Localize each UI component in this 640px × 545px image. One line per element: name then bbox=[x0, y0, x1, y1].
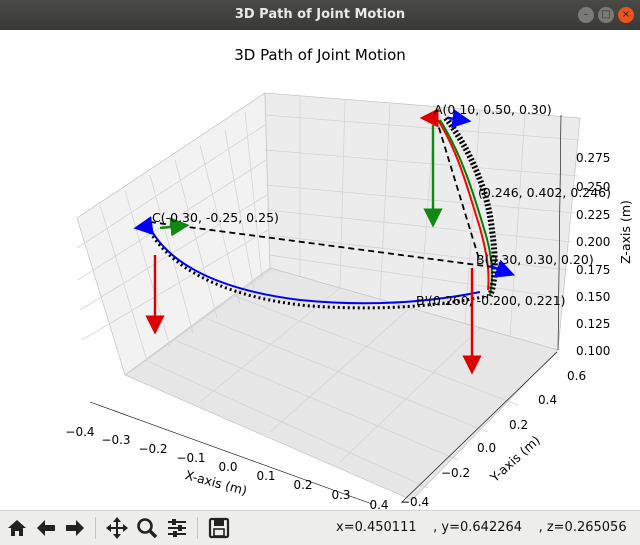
svg-text:0.1: 0.1 bbox=[256, 469, 275, 483]
svg-text:0.0: 0.0 bbox=[477, 441, 496, 455]
svg-text:0.2: 0.2 bbox=[293, 478, 312, 492]
arrow-blue-b bbox=[489, 259, 515, 278]
annotation-bp: B'(0.260, -0.200, 0.221) bbox=[416, 293, 566, 308]
svg-text:−0.3: −0.3 bbox=[101, 433, 130, 447]
plot-title: 3D Path of Joint Motion bbox=[234, 46, 406, 64]
svg-text:0.4: 0.4 bbox=[538, 393, 557, 407]
pan-icon[interactable] bbox=[104, 515, 130, 541]
trajectory-paths bbox=[148, 116, 498, 310]
svg-text:0.175: 0.175 bbox=[576, 263, 610, 277]
window-titlebar: 3D Path of Joint Motion – □ × bbox=[0, 0, 640, 30]
plot-canvas[interactable]: 3D Path of Joint Motion bbox=[0, 30, 640, 512]
z-axis-label: Z-axis (m) bbox=[618, 200, 633, 264]
svg-text:0.225: 0.225 bbox=[576, 208, 610, 222]
home-icon[interactable] bbox=[4, 515, 30, 541]
maximize-icon[interactable]: □ bbox=[598, 7, 614, 23]
svg-text:−0.2: −0.2 bbox=[441, 466, 470, 480]
matplotlib-toolbar: x=0.450111 , y=0.642264 , z=0.265056 bbox=[0, 510, 640, 545]
reference-lines bbox=[149, 117, 501, 269]
arrow-green-c bbox=[159, 217, 190, 237]
svg-text:0.6: 0.6 bbox=[567, 369, 586, 383]
path-red-segment bbox=[435, 116, 490, 291]
annotation-b: B(0.30, 0.30, 0.20) bbox=[476, 252, 594, 267]
y-axis-ticks: −0.4 −0.2 0.0 0.2 0.4 0.6 bbox=[400, 351, 586, 509]
svg-text:0.4: 0.4 bbox=[369, 498, 388, 510]
window-title: 3D Path of Joint Motion bbox=[234, 7, 406, 22]
svg-text:−0.4: −0.4 bbox=[400, 495, 429, 509]
svg-text:0.100: 0.100 bbox=[576, 344, 610, 358]
toolbar-separator bbox=[197, 517, 198, 539]
orientation-arrows bbox=[133, 108, 515, 375]
svg-text:−0.1: −0.1 bbox=[176, 451, 205, 465]
svg-text:0.200: 0.200 bbox=[576, 235, 610, 249]
annotation-a: A(0.10, 0.50, 0.30) bbox=[434, 102, 552, 117]
svg-text:0.2: 0.2 bbox=[509, 418, 528, 432]
path-blue-segment bbox=[149, 227, 481, 305]
arrow-blue-c bbox=[133, 216, 154, 236]
x-axis-label: X-axis (m) bbox=[184, 467, 249, 498]
save-icon[interactable] bbox=[206, 515, 232, 541]
svg-text:−0.4: −0.4 bbox=[65, 425, 94, 439]
annotation-mid: (0.246, 0.402, 0.246) bbox=[478, 185, 611, 200]
zoom-icon[interactable] bbox=[134, 515, 160, 541]
svg-text:0.125: 0.125 bbox=[576, 317, 610, 331]
svg-text:0.0: 0.0 bbox=[218, 460, 237, 474]
coord-z: , z=0.265056 bbox=[538, 520, 627, 535]
toolbar-separator bbox=[95, 517, 96, 539]
path-green-segment bbox=[439, 119, 494, 296]
back-arrow-icon[interactable] bbox=[33, 515, 59, 541]
coord-y: , y=0.642264 bbox=[433, 520, 523, 535]
plot-svg: 3D Path of Joint Motion bbox=[65, 46, 633, 512]
coord-x: x=0.450111 bbox=[336, 520, 417, 535]
close-icon[interactable]: × bbox=[618, 7, 634, 23]
arrow-blue-a bbox=[447, 109, 472, 129]
svg-text:−0.2: −0.2 bbox=[138, 442, 167, 456]
svg-text:0.250: 0.250 bbox=[576, 180, 610, 194]
cursor-coordinates: x=0.450111 , y=0.642264 , z=0.265056 bbox=[336, 520, 627, 535]
svg-text:0.150: 0.150 bbox=[576, 290, 610, 304]
axes-grid bbox=[76, 96, 581, 489]
forward-arrow-icon[interactable] bbox=[62, 515, 88, 541]
svg-text:0.275: 0.275 bbox=[576, 151, 610, 165]
svg-text:0.3: 0.3 bbox=[331, 488, 350, 502]
annotation-c: C(-0.30, -0.25, 0.25) bbox=[152, 210, 279, 225]
minimize-icon[interactable]: – bbox=[578, 7, 594, 23]
path-black-segment bbox=[148, 231, 489, 310]
x-axis-ticks: −0.4 −0.3 −0.2 −0.1 0.0 0.1 0.2 0.3 0.4 bbox=[65, 401, 389, 512]
configure-subplots-icon[interactable] bbox=[164, 515, 190, 541]
z-axis-ticks: 0.100 0.125 0.150 0.175 0.200 0.225 0.25… bbox=[557, 114, 610, 358]
